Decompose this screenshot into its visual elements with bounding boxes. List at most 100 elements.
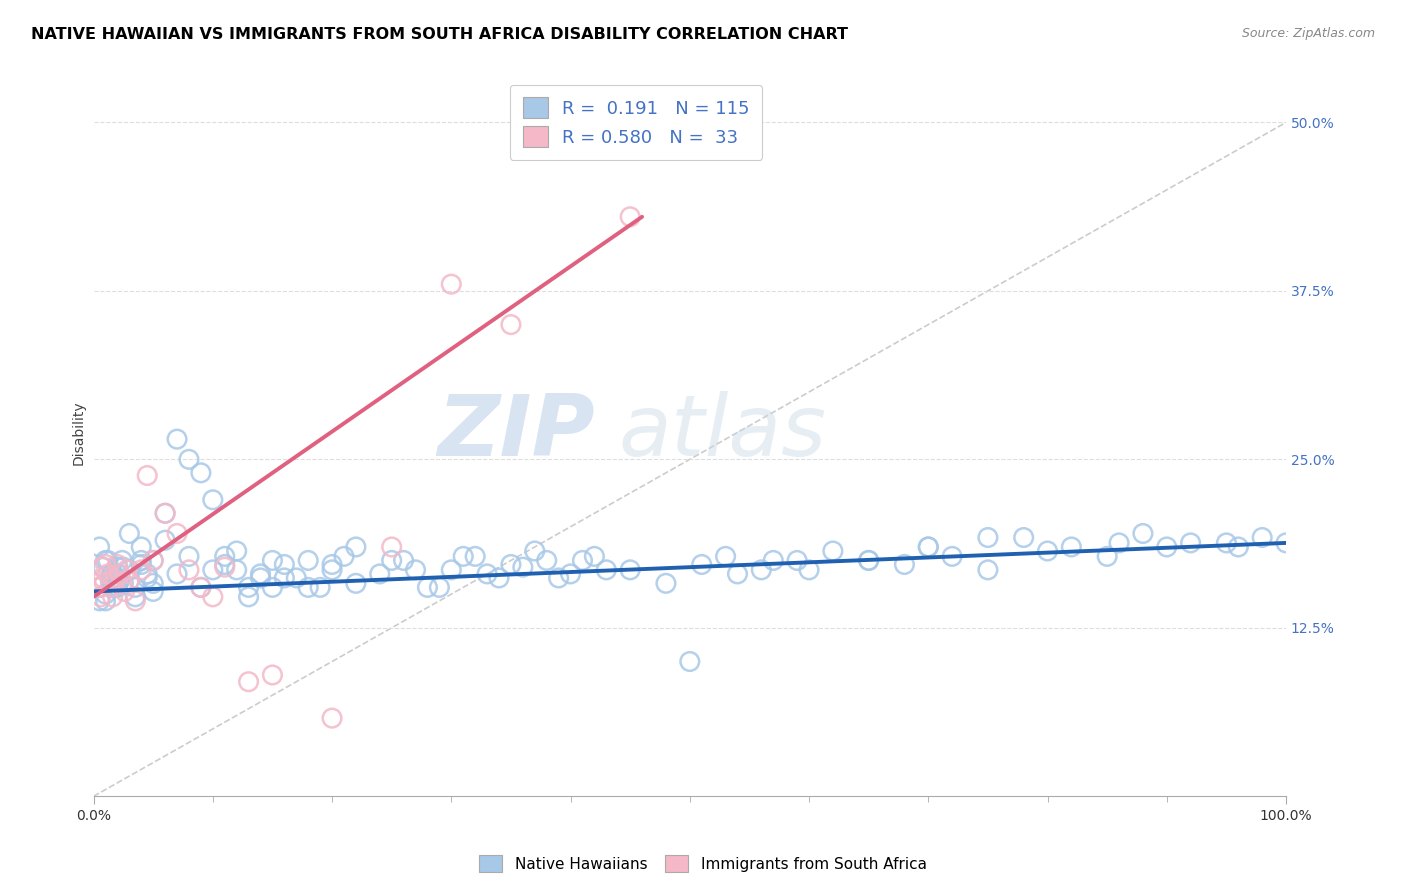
Point [107, 560, 129, 574]
Point [129, 540, 152, 554]
Point [153, 533, 176, 548]
Point [201, 590, 224, 604]
Legend: R =  0.191   N = 115, R = 0.580   N =  33: R = 0.191 N = 115, R = 0.580 N = 33 [510, 85, 762, 160]
Point [285, 571, 308, 585]
Point [368, 566, 391, 581]
Point [262, 581, 284, 595]
Y-axis label: Disability: Disability [72, 401, 86, 465]
Point [214, 558, 236, 572]
Point [690, 558, 713, 572]
Point [941, 549, 963, 564]
Point [225, 563, 247, 577]
Point [98, 574, 121, 588]
Point [136, 571, 159, 585]
Point [1215, 536, 1237, 550]
Point [464, 549, 486, 564]
Point [1036, 544, 1059, 558]
Point [416, 581, 439, 595]
Point [90, 590, 112, 604]
Point [1012, 531, 1035, 545]
Point [190, 581, 212, 595]
Point [429, 581, 451, 595]
Point [273, 571, 295, 585]
Point [93, 576, 115, 591]
Point [297, 553, 319, 567]
Point [786, 553, 808, 567]
Point [136, 566, 159, 581]
Point [153, 506, 176, 520]
Point [273, 558, 295, 572]
Point [94, 553, 117, 567]
Point [118, 526, 141, 541]
Point [405, 563, 427, 577]
Point [917, 540, 939, 554]
Point [893, 558, 915, 572]
Point [571, 553, 593, 567]
Point [440, 277, 463, 292]
Point [177, 563, 200, 577]
Point [89, 581, 111, 595]
Point [90, 560, 112, 574]
Point [499, 558, 522, 572]
Point [118, 574, 141, 588]
Point [858, 553, 880, 567]
Point [1227, 540, 1250, 554]
Point [94, 594, 117, 608]
Point [499, 318, 522, 332]
Point [321, 563, 343, 577]
Point [977, 563, 1000, 577]
Point [214, 549, 236, 564]
Point [91, 571, 114, 585]
Point [858, 553, 880, 567]
Point [655, 576, 678, 591]
Point [797, 563, 820, 577]
Point [1095, 549, 1118, 564]
Point [107, 566, 129, 581]
Point [679, 655, 702, 669]
Point [118, 574, 141, 588]
Point [321, 558, 343, 572]
Point [166, 432, 188, 446]
Point [142, 553, 165, 567]
Point [107, 558, 129, 572]
Point [1060, 540, 1083, 554]
Point [381, 540, 404, 554]
Point [100, 566, 122, 581]
Legend: Native Hawaiians, Immigrants from South Africa: Native Hawaiians, Immigrants from South … [472, 847, 934, 880]
Point [100, 581, 122, 595]
Point [190, 581, 212, 595]
Point [129, 558, 152, 572]
Point [108, 574, 131, 588]
Point [166, 526, 188, 541]
Point [177, 549, 200, 564]
Point [560, 566, 582, 581]
Point [201, 563, 224, 577]
Point [749, 563, 772, 577]
Point [94, 558, 117, 572]
Point [1251, 531, 1274, 545]
Point [381, 553, 404, 567]
Text: NATIVE HAWAIIAN VS IMMIGRANTS FROM SOUTH AFRICA DISABILITY CORRELATION CHART: NATIVE HAWAIIAN VS IMMIGRANTS FROM SOUTH… [31, 27, 848, 42]
Point [547, 571, 569, 585]
Point [89, 540, 111, 554]
Point [129, 553, 152, 567]
Point [104, 574, 127, 588]
Point [94, 587, 117, 601]
Point [583, 549, 606, 564]
Point [238, 590, 260, 604]
Point [190, 466, 212, 480]
Point [249, 566, 271, 581]
Point [512, 560, 534, 574]
Point [124, 590, 146, 604]
Point [309, 581, 332, 595]
Point [98, 581, 121, 595]
Point [111, 553, 134, 567]
Point [225, 544, 247, 558]
Point [136, 468, 159, 483]
Point [595, 563, 617, 577]
Point [619, 210, 641, 224]
Point [523, 544, 546, 558]
Point [977, 531, 1000, 545]
Point [762, 553, 785, 567]
Point [108, 566, 131, 581]
